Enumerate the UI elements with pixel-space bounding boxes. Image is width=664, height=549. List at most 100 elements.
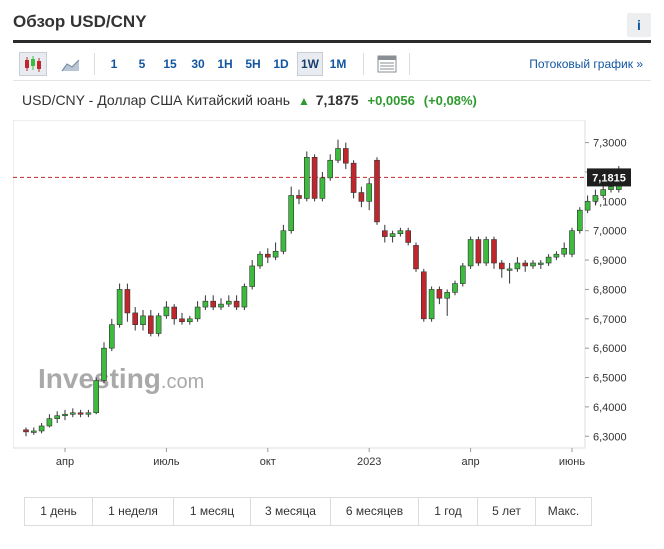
range-5-years[interactable]: 5 лет — [478, 498, 536, 525]
candle-up — [569, 230, 575, 255]
interval-1w[interactable]: 1W — [297, 52, 323, 76]
y-tick-label: 6,8000 — [593, 284, 627, 296]
candle-up — [202, 300, 209, 308]
y-tick-label: 6,3000 — [593, 431, 627, 443]
candle-up — [101, 347, 107, 381]
candle-up — [85, 412, 92, 415]
candle-up — [46, 418, 53, 427]
watermark-brand: Investing — [38, 363, 161, 394]
interval-1d[interactable]: 1D — [273, 57, 289, 71]
chart-toolbar: 1 5 15 30 1H 5H 1D 1W 1M Потоковый графи… — [13, 48, 651, 81]
y-tick-label: 7,1000 — [593, 196, 627, 208]
interval-1[interactable]: 1 — [110, 57, 118, 71]
candle-up — [584, 201, 591, 211]
candle-down — [420, 271, 427, 320]
candle-down — [475, 239, 482, 264]
candle-up — [163, 306, 170, 317]
candle-up — [600, 189, 607, 196]
toolbar-separator — [363, 53, 364, 75]
candle-up — [389, 233, 396, 237]
candle-up — [428, 289, 435, 320]
candle-down — [148, 315, 154, 334]
candle-up — [397, 230, 404, 234]
interval-1h[interactable]: 1H — [217, 57, 233, 71]
page-title: Обзор USD/CNY — [13, 12, 147, 31]
candle-up — [459, 265, 466, 284]
candle-up — [537, 262, 544, 265]
candle-up — [366, 183, 373, 202]
candle-up — [467, 239, 474, 267]
candle-down — [296, 195, 302, 199]
y-tick-label: 7,3000 — [593, 138, 627, 150]
candle-down — [179, 318, 185, 323]
range-3-months[interactable]: 3 месяца — [251, 498, 331, 525]
range-6-months[interactable]: 6 месяцев — [331, 498, 419, 525]
candle-up — [249, 265, 255, 287]
candle-down — [374, 159, 380, 223]
y-tick-label: 6,9000 — [593, 255, 627, 267]
candle-down — [498, 262, 505, 270]
candle-up — [226, 300, 232, 305]
info-button[interactable]: i — [627, 13, 651, 37]
candle-up — [140, 315, 146, 325]
candle-up — [257, 253, 263, 267]
candle-down — [491, 239, 497, 264]
candle-up — [319, 177, 326, 199]
x-tick-label: окт — [260, 456, 276, 468]
price-chart[interactable]: 6,3000 6,4000 6,5000 6,6000 6,7000 6,8000 6,90… — [13, 120, 653, 470]
candle-down — [23, 429, 29, 433]
candle-down — [358, 192, 365, 202]
range-1-week[interactable]: 1 неделя — [93, 498, 174, 525]
title-divider — [13, 40, 651, 43]
last-price: 7,1875 — [315, 92, 359, 108]
range-max[interactable]: Макс. — [547, 504, 580, 518]
candle-down — [77, 412, 84, 415]
range-1-day[interactable]: 1 день — [25, 498, 93, 525]
range-1-month[interactable]: 1 месяц — [174, 498, 251, 525]
price-change: +0,0056 — [367, 93, 415, 108]
candle-up — [592, 195, 599, 202]
candle-up — [576, 209, 583, 232]
interval-5[interactable]: 5 — [138, 57, 146, 71]
candle-up — [483, 239, 490, 264]
candle-up — [514, 262, 521, 270]
table-icon[interactable] — [375, 52, 399, 76]
x-tick-label: апр — [461, 456, 479, 468]
interval-30[interactable]: 30 — [191, 57, 205, 71]
y-tick-label: 6,5000 — [593, 373, 627, 385]
candle-up — [38, 425, 45, 432]
candle-up — [553, 253, 560, 258]
candle-up — [218, 303, 224, 308]
up-arrow-icon: ▲ — [297, 94, 310, 108]
candle-down — [171, 306, 177, 320]
y-tick-label: 6,4000 — [593, 402, 627, 414]
toolbar-separator — [94, 53, 95, 75]
price-change-percent: (+0,08%) — [423, 93, 477, 108]
last-price-marker — [587, 168, 631, 187]
interval-5h[interactable]: 5H — [245, 57, 261, 71]
candlestick-icon[interactable] — [19, 52, 47, 76]
interval-1m[interactable]: 1M — [329, 57, 347, 71]
candle-up — [561, 248, 568, 255]
candle-up — [506, 268, 513, 271]
y-tick-label: 7,0000 — [593, 226, 627, 238]
candle-up — [444, 292, 451, 299]
candle-down — [233, 300, 240, 308]
candle-up — [30, 430, 37, 433]
candle-down — [350, 162, 357, 193]
interval-15[interactable]: 15 — [163, 57, 177, 71]
candle-up — [303, 156, 310, 199]
x-tick-label: июнь — [559, 456, 585, 468]
candle-up — [109, 324, 115, 349]
x-tick-label: апр — [56, 456, 74, 468]
candle-up — [335, 148, 341, 161]
candle-up — [545, 256, 552, 264]
streaming-chart-link[interactable]: Потоковый график » — [529, 57, 643, 71]
y-tick-label: 6,7000 — [593, 314, 627, 326]
candle-up — [327, 159, 334, 179]
candle-up — [187, 318, 193, 323]
candle-up — [93, 380, 99, 414]
area-chart-icon[interactable] — [58, 52, 84, 76]
range-1-year[interactable]: 1 год — [419, 498, 478, 525]
x-tick-label: 2023 — [357, 456, 381, 468]
